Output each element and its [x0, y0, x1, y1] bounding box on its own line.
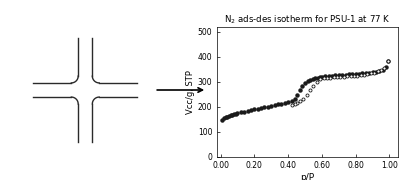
Title: N$_2$ ads-des isotherm for PSU-1 at 77 K: N$_2$ ads-des isotherm for PSU-1 at 77 K	[224, 14, 390, 26]
Y-axis label: Vcc/g, STP: Vcc/g, STP	[185, 70, 194, 114]
X-axis label: p/P: p/P	[300, 173, 314, 180]
